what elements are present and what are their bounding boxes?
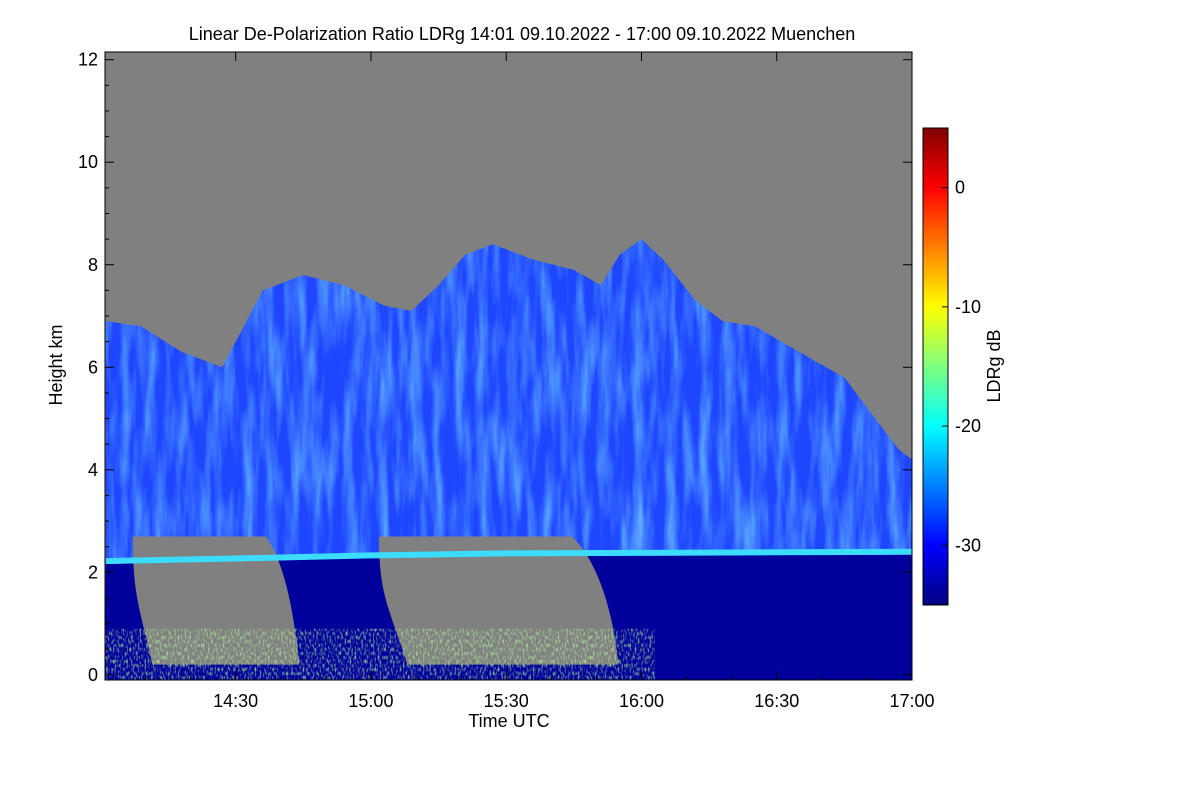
x-tick-label-0: 14:30 xyxy=(213,691,258,711)
y-tick-label-1: 2 xyxy=(88,562,98,582)
y-tick-label-0: 0 xyxy=(88,665,98,685)
colorbar-tick-label-2: -20 xyxy=(955,416,981,436)
x-tick-label-5: 17:00 xyxy=(889,691,934,711)
y-axis: 0 2 4 6 8 10 12 xyxy=(78,50,912,685)
colorbar-label: LDRg dB xyxy=(984,329,1004,402)
cloud-streaks xyxy=(105,239,912,562)
x-tick-label-2: 15:30 xyxy=(484,691,529,711)
colorbar-tick-label-0: 0 xyxy=(955,178,965,198)
colorbar-ticks: 0 -10 -20 -30 xyxy=(942,178,981,555)
x-tick-label-3: 16:00 xyxy=(619,691,664,711)
x-tick-label-4: 16:30 xyxy=(754,691,799,711)
colorbar-tick-label-3: -30 xyxy=(955,535,981,555)
y-tick-label-4: 8 xyxy=(88,255,98,275)
surface-speckle xyxy=(105,628,655,680)
colorbar-scale xyxy=(922,127,949,606)
melting-layer xyxy=(105,548,912,565)
colorbar-tick-label-1: -10 xyxy=(955,297,981,317)
x-tick-label-1: 15:00 xyxy=(348,691,393,711)
colorbar: 0 -10 -20 -30 xyxy=(922,127,981,606)
chart-title: Linear De-Polarization Ratio LDRg 14:01 … xyxy=(189,24,855,44)
y-axis-label: Height km xyxy=(46,324,66,405)
y-tick-label-6: 12 xyxy=(78,50,98,70)
x-axis: 14:30 15:00 15:30 16:00 16:30 17:00 xyxy=(144,52,935,711)
y-tick-label-5: 10 xyxy=(78,152,98,172)
y-tick-label-3: 6 xyxy=(88,357,98,377)
plot-frame xyxy=(104,51,913,681)
x-axis-label: Time UTC xyxy=(468,711,549,731)
plot-area xyxy=(105,52,912,680)
y-tick-label-2: 4 xyxy=(88,460,98,480)
